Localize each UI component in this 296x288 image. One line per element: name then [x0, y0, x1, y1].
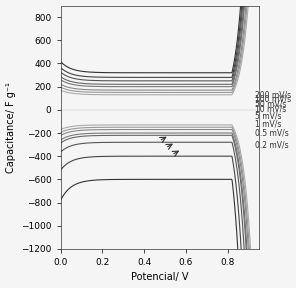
- X-axis label: Potencial/ V: Potencial/ V: [131, 272, 189, 283]
- Text: 5 mV/s: 5 mV/s: [255, 111, 281, 120]
- Text: 200 mV/s: 200 mV/s: [255, 90, 291, 99]
- Text: 10 mV/s: 10 mV/s: [255, 104, 286, 113]
- Text: 100 mV/s: 100 mV/s: [255, 95, 291, 104]
- Text: 0.2 mV/s: 0.2 mV/s: [255, 140, 289, 149]
- Text: 0.5 mV/s: 0.5 mV/s: [255, 128, 289, 137]
- Text: 50 mV/s: 50 mV/s: [255, 100, 286, 109]
- Text: 1 mV/s: 1 mV/s: [255, 119, 281, 128]
- Y-axis label: Capacitance/ F g⁻¹: Capacitance/ F g⁻¹: [6, 82, 16, 173]
